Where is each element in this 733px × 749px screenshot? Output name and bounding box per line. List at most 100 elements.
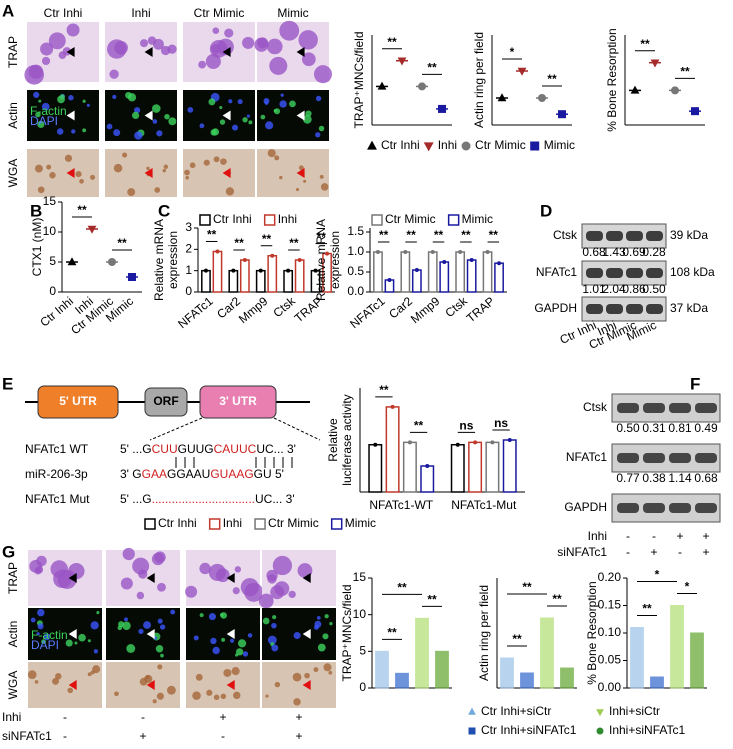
cell <box>260 114 266 120</box>
cell <box>302 114 312 124</box>
bar-top-dot <box>286 268 291 273</box>
cell <box>90 621 99 630</box>
legend-label: Ctr Inhi <box>381 138 420 152</box>
bar <box>650 676 664 689</box>
micrograph <box>106 608 180 660</box>
cell <box>208 613 216 621</box>
y-tick-label: 0.00 <box>598 680 622 694</box>
band <box>617 503 639 513</box>
cell <box>269 56 288 75</box>
bar-top-dot <box>430 250 435 254</box>
arrowhead <box>226 680 235 690</box>
cell <box>258 593 274 609</box>
bar-top-dot <box>375 250 380 254</box>
significance-label: ** <box>117 236 127 250</box>
bar-top-dot <box>270 253 275 258</box>
cell <box>122 547 135 561</box>
cell <box>74 641 78 645</box>
bar <box>411 269 422 293</box>
y-tick-label: 0.20 <box>598 570 622 584</box>
cell <box>136 591 145 600</box>
cell <box>27 670 37 679</box>
bar-top-dot <box>469 258 474 262</box>
cell <box>189 162 196 169</box>
legend-label: Mimic <box>345 516 376 530</box>
bar-top-dot <box>455 442 460 447</box>
cell <box>234 566 242 573</box>
cell <box>273 109 277 113</box>
bar <box>485 441 500 493</box>
arrowhead <box>302 629 311 639</box>
cell <box>242 117 248 123</box>
cell <box>36 555 47 567</box>
bar-top-dot <box>215 249 220 254</box>
significance-label: ** <box>262 232 272 246</box>
cell <box>153 38 164 50</box>
legend-swatch <box>330 518 343 530</box>
cell <box>288 590 296 599</box>
bar <box>385 406 400 493</box>
cell <box>52 677 60 685</box>
bar <box>520 672 534 689</box>
cell <box>114 40 128 55</box>
arrowhead <box>146 573 155 583</box>
cell <box>231 667 240 676</box>
cell <box>210 43 221 54</box>
quant: 1.14 <box>668 471 692 485</box>
cell <box>154 551 166 563</box>
cell <box>315 132 321 138</box>
cell <box>90 174 96 180</box>
y-tick-label: 3 <box>185 220 192 234</box>
condition-value: + <box>295 729 302 743</box>
legend-label: Inhi+siNFATc1 <box>609 723 685 737</box>
bar <box>228 269 239 293</box>
bar-top-dot <box>490 440 495 445</box>
bar-top-dot <box>325 251 330 256</box>
legend-swatch <box>254 518 266 530</box>
condition-value: - <box>626 529 630 543</box>
cell <box>66 23 80 37</box>
cell <box>96 611 100 615</box>
y-tick-label: 1.0 <box>347 244 364 258</box>
cell <box>262 617 270 625</box>
arrowhead <box>68 629 77 639</box>
y-axis-label: Actin ring per field <box>477 585 491 681</box>
cell <box>166 685 176 695</box>
cell <box>289 100 296 108</box>
region-label: 3' UTR <box>219 394 257 408</box>
cell <box>131 111 140 120</box>
significance-label: ** <box>642 602 652 616</box>
cell <box>274 155 280 161</box>
cell <box>192 691 201 700</box>
panel-letter: B <box>30 201 42 220</box>
cell <box>235 653 239 657</box>
cell <box>146 166 150 171</box>
band <box>669 403 691 413</box>
band <box>695 403 717 413</box>
quant: 0.31 <box>642 421 666 435</box>
cell <box>168 117 177 126</box>
cell <box>219 105 223 110</box>
row-label: Actin <box>6 102 20 129</box>
condition-value: - <box>652 529 656 543</box>
significance-label: ns <box>459 419 473 433</box>
quant: 0.50 <box>642 282 666 296</box>
cell <box>221 637 226 642</box>
bar <box>630 627 644 689</box>
significance-label: ** <box>414 419 424 433</box>
arrowhead <box>144 168 153 178</box>
cell <box>233 691 241 700</box>
marker <box>650 59 660 68</box>
x-tick-label: Mmp9 <box>236 294 271 326</box>
bar <box>560 667 574 689</box>
cell <box>279 175 283 180</box>
condition-value: - <box>678 545 682 559</box>
sequence-segment: ............................... <box>152 492 255 506</box>
cell <box>59 94 65 100</box>
quant: 0.28 <box>642 245 666 259</box>
bar <box>500 657 514 689</box>
cell <box>298 165 304 171</box>
marker <box>128 273 136 281</box>
utr5-box <box>37 385 119 419</box>
cell <box>109 69 119 79</box>
